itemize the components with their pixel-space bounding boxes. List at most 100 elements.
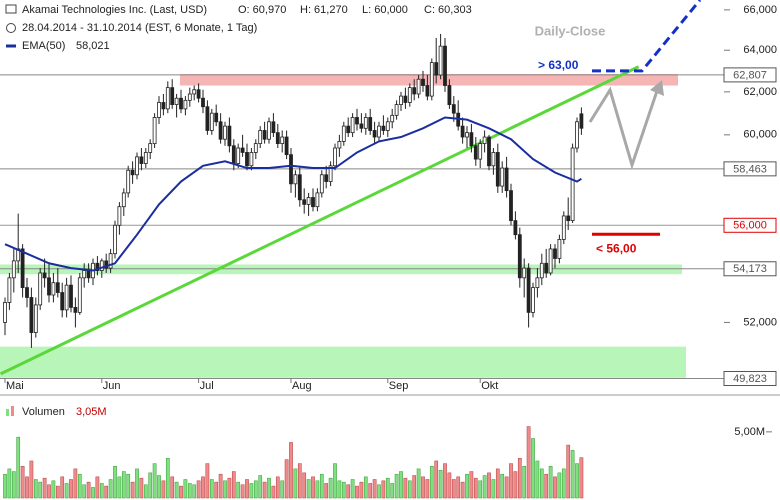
candle-body <box>333 147 337 167</box>
volume-bar <box>548 465 553 499</box>
candle-body <box>359 123 364 129</box>
candle-body <box>275 132 280 145</box>
candle-body <box>377 125 381 138</box>
candle-body <box>460 125 465 138</box>
candle-body <box>553 248 557 259</box>
candle-body <box>412 87 417 95</box>
volume-bar <box>561 468 566 499</box>
candle-body <box>421 78 425 86</box>
volume-bar <box>38 481 43 499</box>
candle-body <box>443 45 447 86</box>
volume-bar <box>456 476 461 499</box>
candle-body <box>544 262 549 274</box>
volume-bar <box>570 450 575 499</box>
volume-bar <box>513 471 518 499</box>
volume-bar <box>262 481 267 499</box>
candle-body <box>42 272 47 279</box>
volume-bar <box>205 463 210 499</box>
candle-body <box>355 117 359 125</box>
volume-bar <box>399 471 403 499</box>
volume-bar <box>368 483 373 499</box>
volume-bar <box>539 468 544 499</box>
volume-bar <box>20 465 25 499</box>
candle-body <box>434 62 439 76</box>
candle-body <box>302 199 307 205</box>
candle-body <box>570 147 575 222</box>
candle-body <box>121 192 126 208</box>
candle-body <box>29 297 34 333</box>
volume-bar <box>240 484 245 499</box>
candle-body <box>465 132 469 138</box>
volume-bar <box>275 476 280 499</box>
level-box <box>723 161 777 177</box>
candle-body <box>407 87 412 103</box>
level-label: 49,823 <box>733 373 767 385</box>
candle-body <box>438 45 443 76</box>
candle-body <box>284 136 289 156</box>
volume-bar <box>214 481 219 499</box>
x-tick-label: Okt <box>481 380 498 392</box>
volume-bar <box>231 471 236 499</box>
volume-bar <box>95 476 100 499</box>
volume-bar <box>86 481 91 499</box>
volume-bar <box>25 476 29 499</box>
volume-bar <box>253 480 258 499</box>
volume-bar <box>196 480 201 499</box>
volume-bar <box>148 472 153 499</box>
candle-body <box>566 215 571 222</box>
candle-body <box>64 284 69 311</box>
y-tick-label: 66,000 <box>743 4 777 16</box>
candle-body <box>38 272 43 306</box>
volume-bar <box>333 463 337 499</box>
candle-body <box>575 121 579 149</box>
volume-bar <box>341 481 346 499</box>
volume-bar <box>73 468 78 499</box>
volume-bar <box>535 460 540 499</box>
volume-bar <box>385 477 390 499</box>
y-tick-label: 64,000 <box>743 44 777 56</box>
candle-body <box>341 125 346 142</box>
volume-bar <box>293 468 298 499</box>
candle-body <box>425 85 430 97</box>
candle-body <box>231 145 236 164</box>
candle-body <box>447 85 452 106</box>
zone <box>180 74 678 86</box>
volume-bar <box>394 473 399 499</box>
volume-bar <box>346 484 351 499</box>
volume-bar <box>130 481 135 499</box>
volume-bar <box>170 476 175 499</box>
volume-bar <box>575 463 579 499</box>
volume-label: Volumen <box>22 406 65 418</box>
volume-bar <box>482 475 487 499</box>
volume-bar <box>469 471 474 499</box>
candle-body <box>174 97 179 106</box>
volume-bar <box>143 484 148 499</box>
volume-bar <box>531 438 535 499</box>
volume-bar <box>504 476 509 499</box>
volume-bar <box>209 479 214 499</box>
volume-bar <box>183 479 188 499</box>
candle-body <box>289 154 293 185</box>
volume-bar <box>3 473 7 499</box>
volume-bar <box>579 457 584 499</box>
header-open: O: 60,970 <box>238 4 286 16</box>
candle-body <box>249 152 254 167</box>
volume-bar <box>447 472 452 499</box>
candle-body <box>297 174 302 201</box>
volume-bar <box>258 475 263 499</box>
volume-bar <box>11 471 16 499</box>
volume-bar <box>47 484 51 499</box>
projection-arrow <box>588 86 660 170</box>
volume-bar <box>227 477 232 499</box>
candle-body <box>509 190 513 222</box>
volume-bar <box>491 479 496 499</box>
volume-bar <box>381 480 386 499</box>
candle-body <box>482 136 487 145</box>
header-low: L: 60,000 <box>362 4 408 16</box>
level-label: 56,000 <box>733 220 767 232</box>
volume-icon-b <box>11 406 14 416</box>
volume-tick-label: 5,00M <box>734 426 765 438</box>
volume-bar <box>522 465 527 499</box>
zone <box>0 264 682 275</box>
